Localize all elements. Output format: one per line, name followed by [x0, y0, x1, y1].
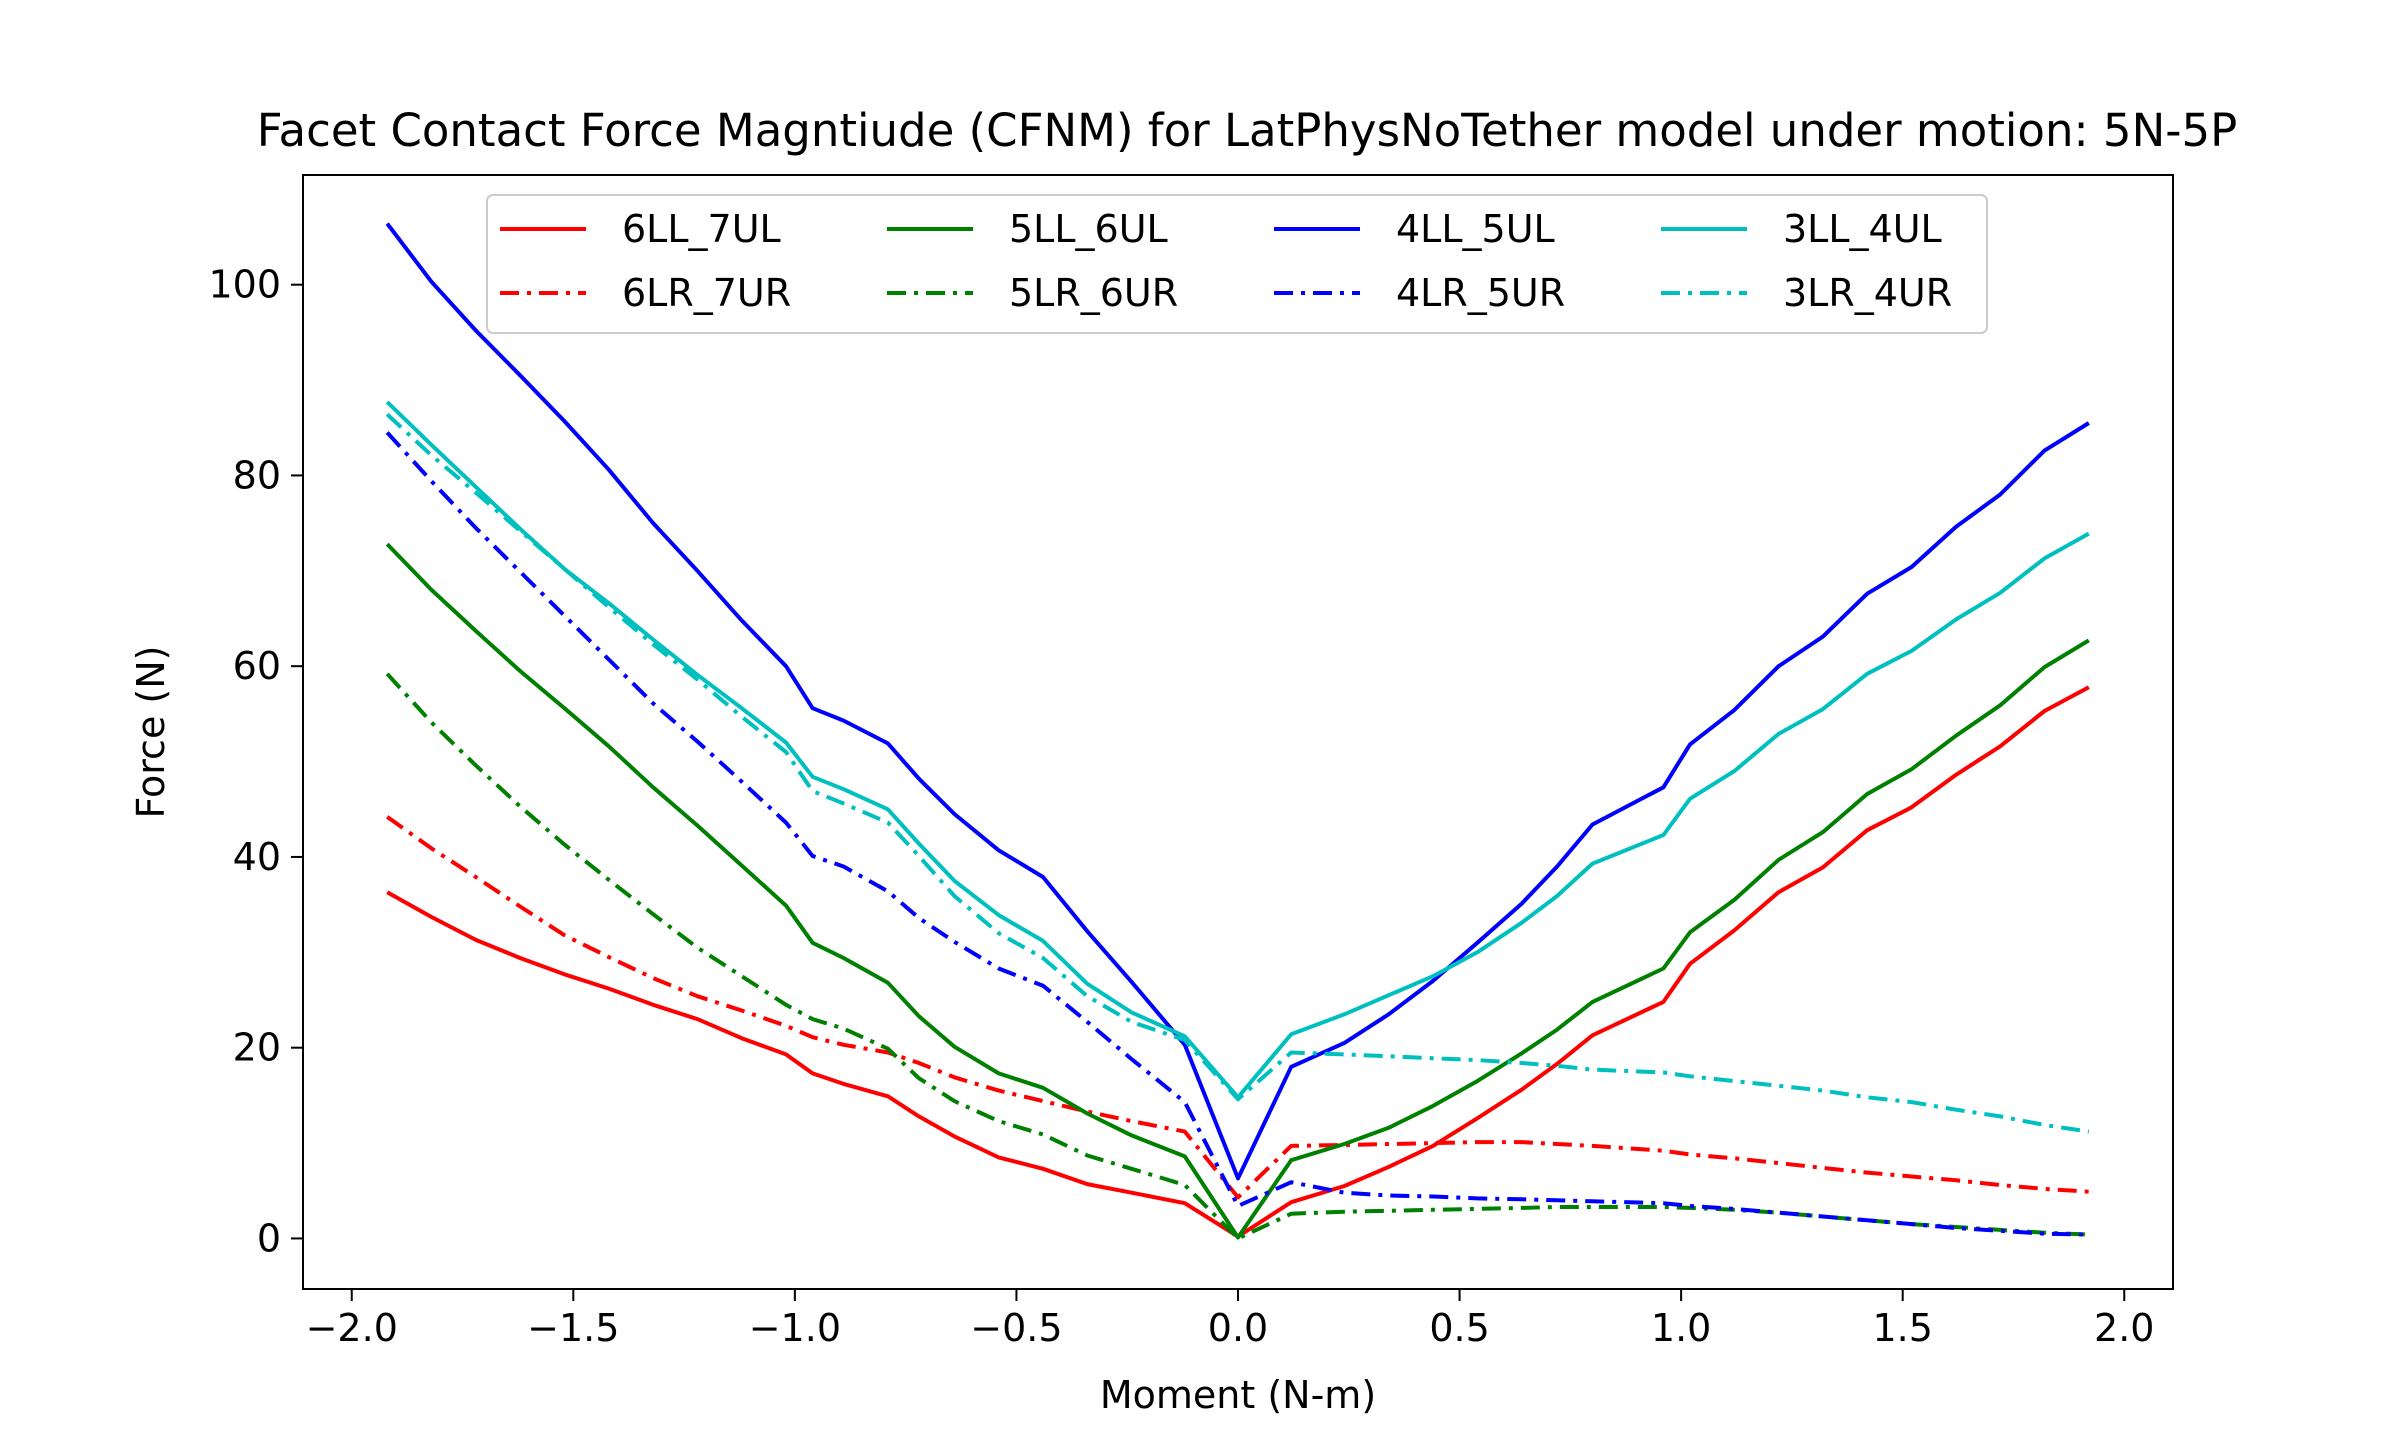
y-tick-label: 60 [233, 644, 281, 688]
legend-label: 5LL_6UL [1009, 207, 1168, 251]
y-tick-label: 100 [208, 263, 281, 307]
x-axis-label: Moment (N-m) [1100, 1373, 1376, 1417]
series-line-3lr-4ur [385, 412, 2090, 1134]
x-tick-label: 2.0 [2094, 1306, 2154, 1350]
x-tick-label: 1.5 [1872, 1306, 1932, 1350]
y-tick-label: 80 [233, 453, 281, 497]
series-layer [385, 222, 2090, 1241]
y-tick-label: 40 [233, 835, 281, 879]
legend-label: 6LL_7UL [622, 207, 781, 251]
chart-title: Facet Contact Force Magntiude (CFNM) for… [257, 104, 2237, 157]
x-tick-label: 0.5 [1429, 1306, 1489, 1350]
legend-label: 5LR_6UR [1009, 271, 1178, 315]
legend-box [486, 194, 1988, 334]
x-axis-ticks: −2.0 −1.5 −1.0 −0.5 0.0 0.5 1.0 1.5 2.0 [306, 1289, 2154, 1350]
x-tick-label: −1.5 [527, 1306, 619, 1350]
y-axis-label: Force (N) [129, 646, 173, 819]
legend-label: 4LR_5UR [1396, 271, 1565, 315]
legend-label: 6LR_7UR [622, 271, 791, 315]
series-line-4lr-5ur [385, 431, 2089, 1237]
x-tick-label: −1.0 [749, 1306, 841, 1350]
series-line-5ll-6ul [385, 542, 2090, 1240]
series-line-5lr-6ur [385, 672, 2089, 1241]
x-tick-label: −0.5 [970, 1306, 1062, 1350]
y-axis-ticks: 0 20 40 60 80 100 [208, 263, 303, 1260]
series-line-6ll-7ul [386, 685, 2090, 1239]
series-line-4ll-5ul [385, 222, 2090, 1181]
legend-label: 3LL_4UL [1783, 207, 1942, 251]
x-tick-label: 0.0 [1208, 1306, 1268, 1350]
y-tick-label: 20 [233, 1026, 281, 1070]
series-line-6lr-7ur [386, 815, 2089, 1200]
legend: 6LL_7UL 6LR_7UR 5LL_6UL 5LR_6UR 4LL_5UL 4LR_5… [486, 194, 1988, 334]
legend-label: 4LL_5UL [1396, 207, 1555, 251]
y-tick-label: 0 [257, 1216, 281, 1260]
legend-label: 3LR_4UR [1783, 271, 1952, 315]
x-tick-label: −2.0 [306, 1306, 398, 1350]
x-tick-label: 1.0 [1651, 1306, 1711, 1350]
